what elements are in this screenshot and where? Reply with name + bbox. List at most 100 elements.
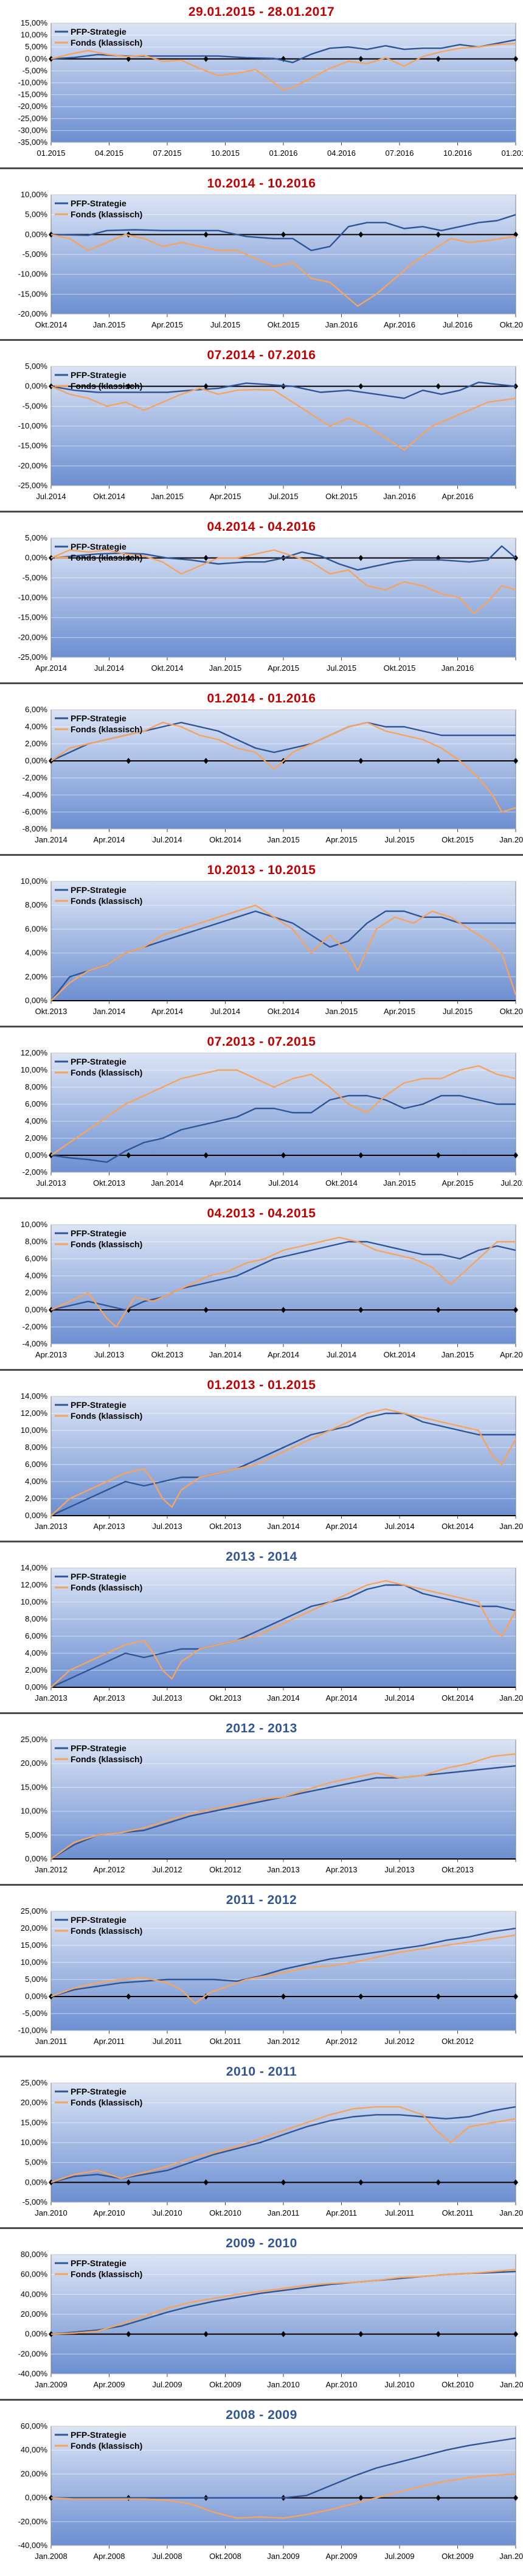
chart-panel: 10.2014 - 10.2016 10,00% 5,00% 0,00% -5,00% -… xyxy=(0,173,523,336)
y-tick-label: 0,00% xyxy=(25,756,47,765)
y-tick-label: 0,00% xyxy=(25,1305,47,1314)
x-tick-label: Jul.2014 xyxy=(210,1007,240,1016)
y-tick-label: 80,00% xyxy=(21,2250,48,2259)
y-tick-label: 2,00% xyxy=(25,739,47,748)
zero-marker xyxy=(281,1152,286,1158)
x-tick-label: Jul.2014 xyxy=(36,492,66,501)
legend-label: PFP-Strategie xyxy=(71,1743,126,1753)
x-tick-label: Jul.2013 xyxy=(36,1178,66,1188)
x-tick-label: Apr.2013 xyxy=(35,1350,67,1359)
y-tick-label: 8,00% xyxy=(25,1237,47,1246)
zero-marker xyxy=(203,1152,209,1158)
x-tick-label: Apr.2015 xyxy=(500,1350,523,1359)
y-tick-label: 10,00% xyxy=(21,1807,48,1816)
y-tick-label: 12,00% xyxy=(21,1580,48,1589)
x-tick-label: Okt.2014 xyxy=(268,1007,300,1016)
x-tick-label: Apr.2014 xyxy=(35,663,67,673)
chart-svg: 25,00% 20,00% 15,00% 10,00% 5,00% 0,00% -5,00%… xyxy=(21,2078,523,2217)
y-tick-label: 6,00% xyxy=(25,1254,47,1263)
x-tick-label: Okt.2010 xyxy=(442,2380,474,2389)
x-tick-label: Apr.2015 xyxy=(209,492,241,501)
legend-label: Fonds (klassisch) xyxy=(71,553,142,562)
x-tick-label: Jan.2015 xyxy=(442,1350,474,1359)
panel-separator xyxy=(0,511,523,513)
plot-area xyxy=(50,2426,516,2546)
x-tick-label: Jan.2016 xyxy=(383,492,416,501)
y-tick-label: 5,00% xyxy=(25,533,47,542)
x-tick-label: Jul.2014 xyxy=(152,835,182,844)
chart-svg: 10,00% 5,00% 0,00% -5,00% -10,00% -15,00% -20,… xyxy=(18,190,523,329)
chart-svg: 14,00% 12,00% 10,00% 8,00% 6,00% 4,00% 2,00% 0,… xyxy=(21,1391,523,1531)
x-tick-label: Okt.2008 xyxy=(209,2552,241,2561)
x-tick-label: 01.2015 xyxy=(37,149,66,158)
panel-separator xyxy=(0,167,523,169)
chart-svg: 14,00% 12,00% 10,00% 8,00% 6,00% 4,00% 2,00% 0,… xyxy=(21,1563,523,1703)
y-tick-label: 10,00% xyxy=(21,1958,48,1967)
chart-title: 29.01.2015 - 28.01.2017 xyxy=(188,5,335,19)
y-tick-label: 0,00% xyxy=(25,2177,47,2186)
y-tick-label: -5,00% xyxy=(23,573,48,582)
y-tick-label: 0,00% xyxy=(25,1511,47,1520)
x-tick-label: Jul.2014 xyxy=(384,1522,414,1531)
zero-marker xyxy=(203,55,209,62)
zero-marker xyxy=(358,1152,364,1158)
y-tick-label: 0,00% xyxy=(25,1150,47,1160)
y-tick-label: 15,00% xyxy=(21,18,48,27)
x-tick-label: Jul.2011 xyxy=(153,2037,182,2046)
panel-separator xyxy=(0,682,523,684)
y-tick-label: 10,00% xyxy=(21,1426,48,1435)
chart-svg: 15,00% 10,00% 5,00% 0,00% -5,00% -10,00% -15,0… xyxy=(18,18,523,158)
chart-panel: 10.2013 - 10.2015 10,00% 8,00% 6,00% 4,00% 2,… xyxy=(0,859,523,1023)
y-tick-label: 0,00% xyxy=(25,229,47,239)
chart-title: 2008 - 2009 xyxy=(226,2408,297,2422)
x-tick-label: Jul.2015 xyxy=(327,663,356,673)
x-tick-label: Apr.2014 xyxy=(325,1693,357,1703)
series-line-fonds-klassisch xyxy=(50,1408,517,1516)
x-tick-label: Jan.2015 xyxy=(499,1522,523,1531)
x-tick-label: Okt.2015 xyxy=(268,320,300,329)
y-tick-label: 5,00% xyxy=(25,1830,47,1839)
x-tick-label: Apr.2014 xyxy=(93,835,125,844)
series-line-fonds-klassisch xyxy=(50,1236,516,1328)
y-tick-label: -6,00% xyxy=(23,807,48,816)
y-tick-label: 10,00% xyxy=(21,190,48,199)
x-tick-label: Okt.2016 xyxy=(500,320,523,329)
series-line-fonds-klassisch xyxy=(50,549,516,615)
y-tick-label: 6,00% xyxy=(25,1099,47,1108)
series-line-fonds-klassisch xyxy=(50,43,516,91)
x-tick-label: Okt.2009 xyxy=(442,2552,474,2561)
chart-svg: 6,00% 4,00% 2,00% 0,00% -2,00% -4,00% -6,00% -8… xyxy=(23,705,523,844)
x-tick-label: Jul.2013 xyxy=(94,1350,124,1359)
x-tick-label: 07.2015 xyxy=(153,149,182,158)
chart-svg: 25,00% 20,00% 15,00% 10,00% 5,00% 0,00% Jan.20… xyxy=(21,1735,516,1874)
x-tick-label: Okt.2014 xyxy=(93,492,125,501)
x-tick-label: Jan.2014 xyxy=(35,835,68,844)
x-tick-label: Apr.2014 xyxy=(209,1178,241,1188)
zero-marker xyxy=(126,55,131,62)
chart-title: 07.2013 - 07.2015 xyxy=(207,1035,316,1049)
x-tick-label: Okt.2015 xyxy=(500,1007,523,1016)
plot-area xyxy=(50,1567,516,1688)
zero-marker xyxy=(126,383,131,390)
x-tick-label: Okt.2013 xyxy=(93,1178,125,1188)
x-tick-label: Jan.2010 xyxy=(499,2552,523,2561)
x-tick-label: Apr.2015 xyxy=(384,1007,415,1016)
x-tick-label: Apr.2011 xyxy=(94,2037,125,2046)
x-tick-label: Jan.2015 xyxy=(499,1693,523,1703)
legend-label: PFP-Strategie xyxy=(71,2087,126,2096)
y-tick-label: -20,00% xyxy=(18,2517,48,2526)
y-tick-label: 0,00% xyxy=(25,2493,47,2502)
x-tick-label: Jul.2009 xyxy=(384,2552,414,2561)
y-tick-label: 0,00% xyxy=(25,1854,47,1863)
panel-separator xyxy=(0,2056,523,2057)
x-tick-label: Okt.2013 xyxy=(442,1865,474,1874)
x-tick-label: Okt.2013 xyxy=(151,1350,184,1359)
zero-marker xyxy=(513,758,518,764)
y-tick-label: 2,00% xyxy=(25,1288,47,1297)
x-tick-label: Apr.2013 xyxy=(93,1693,125,1703)
